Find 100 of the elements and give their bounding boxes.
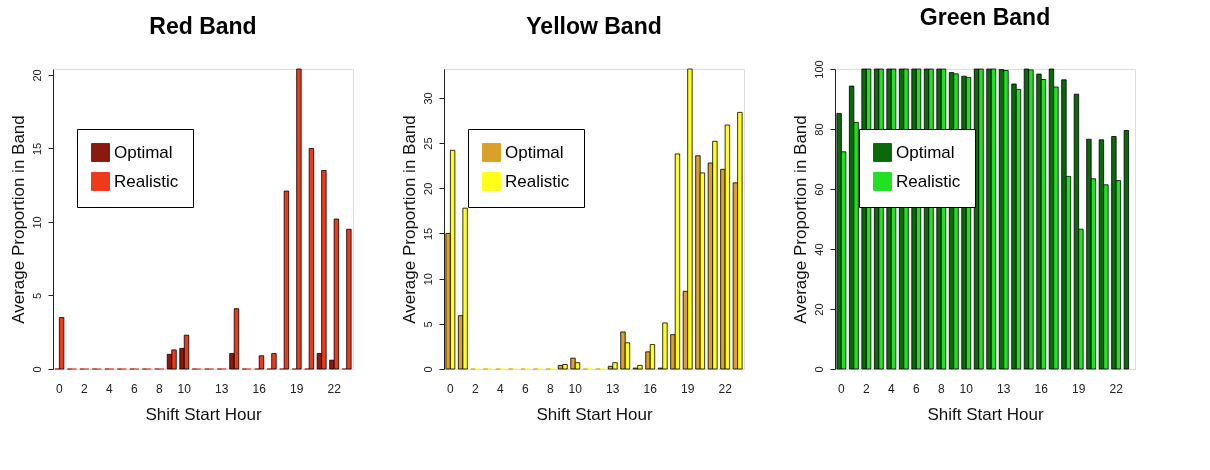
x-tick-label: 0	[838, 381, 846, 396]
x-tick-label: 8	[155, 381, 163, 396]
bar	[58, 317, 65, 370]
x-tick-label: 19	[289, 381, 304, 396]
y-tick-label: 40	[812, 243, 825, 256]
bar	[233, 308, 240, 370]
bar	[620, 331, 626, 370]
bar	[258, 355, 265, 370]
x-tick-label: 2	[472, 381, 480, 396]
bar	[1123, 130, 1130, 370]
bar	[183, 334, 190, 370]
bar	[695, 155, 701, 370]
x-tick-label: 16	[252, 381, 267, 396]
y-tick-label: 15	[421, 227, 434, 241]
x-tick-label: 22	[327, 381, 342, 396]
x-tick-label: 13	[997, 381, 1011, 396]
y-tick-label: 0	[421, 366, 434, 373]
bar	[308, 148, 315, 370]
bar	[674, 153, 681, 370]
x-tick-label: 10	[177, 381, 192, 396]
x-tick-label: 0	[447, 381, 455, 396]
x-tick-label: 22	[718, 381, 733, 396]
bar	[171, 349, 177, 370]
x-tick-label: 6	[130, 381, 138, 396]
x-tick-label: 6	[912, 381, 920, 396]
y-tick-label: 20	[30, 69, 43, 82]
y-tick-label: 60	[812, 183, 825, 196]
y-tick-label: 80	[812, 123, 825, 136]
x-tick-label: 2	[81, 381, 89, 396]
y-tick-label: 30	[421, 92, 434, 105]
y-tick-label: 5	[421, 321, 434, 328]
x-tick-label: 10	[959, 381, 974, 396]
x-tick-label: 4	[496, 381, 504, 396]
bar	[724, 124, 731, 370]
y-tick-label: 10	[30, 216, 43, 229]
legend-label: Realistic	[896, 171, 961, 191]
y-tick-label: 25	[421, 137, 434, 150]
bar	[462, 207, 468, 370]
x-tick-label: 8	[546, 381, 554, 396]
chart-title: Yellow Band	[526, 12, 662, 39]
x-tick-label: 16	[643, 381, 658, 396]
bar	[1086, 138, 1092, 370]
bar	[712, 140, 718, 370]
bar	[649, 344, 656, 370]
y-tick-label: 20	[812, 303, 825, 316]
bar	[1003, 70, 1009, 370]
x-tick-label: 4	[887, 381, 895, 396]
bar	[271, 353, 277, 370]
x-tick-label: 19	[680, 381, 695, 396]
bar	[986, 68, 992, 370]
bar	[1028, 69, 1034, 370]
x-axis-title: Shift Start Hour	[536, 404, 653, 424]
x-tick-label: 19	[1071, 381, 1086, 396]
chart-title: Red Band	[149, 12, 257, 39]
bar	[637, 364, 643, 370]
x-tick-label: 0	[56, 381, 64, 396]
bar	[321, 170, 327, 370]
bar	[283, 190, 290, 370]
x-tick-label: 22	[1109, 381, 1124, 396]
x-tick-label: 13	[606, 381, 620, 396]
legend-label: Optimal	[505, 142, 564, 162]
y-tick-label: 0	[30, 366, 43, 373]
x-tick-label: 6	[521, 381, 529, 396]
x-tick-label: 10	[568, 381, 583, 396]
y-tick-label: 20	[421, 182, 434, 195]
bar	[1061, 79, 1067, 370]
y-tick-label: 5	[30, 292, 43, 300]
bar	[296, 68, 302, 370]
y-axis-title: Average Proportion in Band	[790, 115, 810, 324]
y-axis-title: Average Proportion in Band	[399, 115, 419, 324]
y-tick-label: 10	[421, 273, 434, 286]
bar	[990, 68, 997, 370]
y-axis-title: Average Proportion in Band	[8, 115, 28, 324]
bar	[612, 362, 618, 370]
x-axis-title: Shift Start Hour	[145, 404, 262, 424]
bar	[1036, 73, 1042, 370]
bar	[662, 322, 668, 370]
x-tick-label: 4	[105, 381, 113, 396]
bar	[346, 228, 352, 370]
x-tick-label: 13	[215, 381, 229, 396]
x-tick-label: 2	[863, 381, 871, 396]
x-axis-title: Shift Start Hour	[927, 404, 1044, 424]
legend-label: Optimal	[114, 142, 173, 162]
legend-label: Realistic	[114, 171, 179, 191]
y-tick-label: 100	[812, 60, 825, 79]
bar	[449, 149, 456, 370]
legend-label: Realistic	[505, 171, 570, 191]
bar	[978, 68, 984, 370]
y-tick-label: 0	[812, 366, 825, 373]
chart-title: Green Band	[919, 3, 1051, 30]
bar	[574, 362, 581, 370]
bar	[1011, 83, 1017, 370]
bar	[333, 218, 340, 370]
x-tick-label: 16	[1034, 381, 1049, 396]
bar	[687, 68, 693, 370]
bar	[570, 357, 576, 370]
x-tick-label: 8	[937, 381, 945, 396]
legend-label: Optimal	[896, 142, 955, 162]
y-tick-label: 15	[30, 142, 43, 156]
bar	[562, 364, 568, 370]
